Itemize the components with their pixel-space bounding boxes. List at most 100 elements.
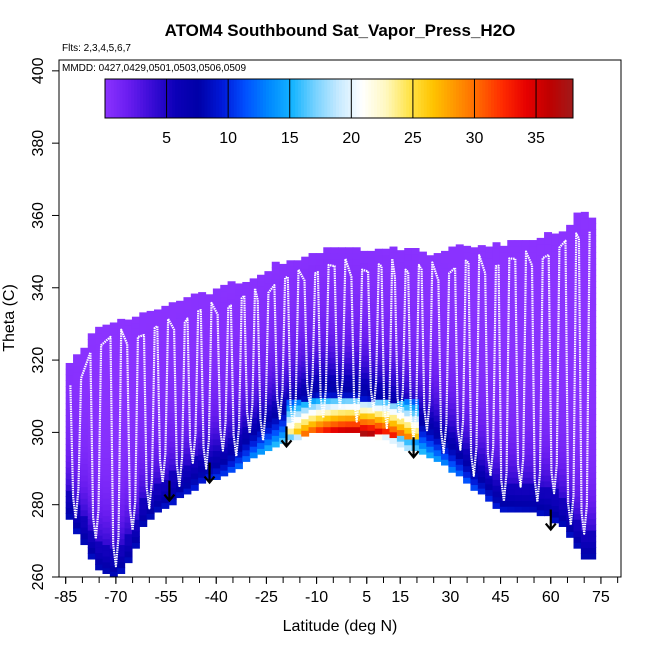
heatmap-cell [87, 339, 96, 346]
heatmap-cell [426, 446, 435, 453]
heatmap-cell [558, 445, 567, 452]
colorbar-segment [502, 79, 507, 118]
heatmap-cell [293, 358, 302, 366]
heatmap-cell [448, 287, 457, 294]
heatmap-cell [404, 415, 413, 423]
heatmap-cell [558, 451, 567, 458]
heatmap-cell [544, 422, 553, 430]
heatmap-cell [176, 433, 185, 441]
heatmap-cell [499, 471, 508, 478]
colorbar-segment [423, 79, 428, 118]
heatmap-cell [492, 450, 501, 457]
heatmap-cell [507, 454, 516, 461]
heatmap-cell [588, 275, 597, 282]
heatmap-cell [234, 451, 243, 458]
colorbar-segment [257, 79, 261, 118]
heatmap-cell [146, 316, 155, 324]
heatmap-cell [264, 421, 273, 428]
heatmap-cell [279, 298, 288, 305]
colorbar-segment [207, 79, 211, 118]
heatmap-cell [477, 482, 486, 489]
heatmap-cell [573, 339, 582, 347]
heatmap-cell [234, 295, 243, 302]
heatmap-cell [499, 402, 508, 409]
heatmap-cell [131, 524, 140, 532]
heatmap-cell [529, 245, 538, 253]
heatmap-cell [499, 251, 508, 258]
heatmap-cell [529, 465, 538, 473]
heatmap-cell [536, 278, 545, 285]
heatmap-cell [588, 541, 597, 548]
heatmap-cell [345, 287, 354, 295]
heatmap-cell [477, 436, 486, 443]
heatmap-cell [131, 328, 140, 335]
heatmap-cell [499, 378, 508, 386]
heatmap-cell [183, 482, 192, 489]
heatmap-cell [426, 359, 435, 366]
heatmap-cell [286, 323, 295, 331]
heatmap-cell [499, 390, 508, 397]
heatmap-cell [580, 258, 589, 265]
heatmap-cell [87, 379, 96, 386]
heatmap-cell [580, 437, 589, 444]
heatmap-cell [293, 416, 302, 423]
heatmap-cell [558, 404, 567, 412]
heatmap-cell [544, 324, 553, 332]
heatmap-cell [330, 247, 339, 254]
colorbar-segment [315, 79, 320, 118]
heatmap-cell [573, 362, 582, 370]
heatmap-cell [360, 407, 369, 414]
heatmap-cell [154, 471, 162, 478]
heatmap-cell [463, 274, 472, 282]
heatmap-cell [536, 365, 545, 372]
heatmap-cell [521, 407, 530, 415]
heatmap-cell [168, 342, 177, 350]
heatmap-cell [566, 479, 575, 486]
heatmap-cell [117, 440, 126, 447]
heatmap-cell [411, 352, 420, 359]
heatmap-cell [382, 364, 391, 371]
heatmap-cell [441, 407, 449, 414]
heatmap-cell [95, 373, 104, 380]
heatmap-cell [558, 277, 567, 285]
heatmap-cell [286, 433, 295, 441]
heatmap-cell [521, 477, 530, 484]
heatmap-cell [521, 338, 530, 345]
heatmap-cell [389, 414, 398, 421]
heatmap-cell [345, 374, 354, 381]
heatmap-cell [588, 425, 597, 433]
heatmap-cell [293, 335, 302, 342]
heatmap-cell [271, 423, 280, 431]
heatmap-cell [102, 324, 111, 332]
heatmap-cell [389, 333, 398, 340]
heatmap-cell [544, 469, 553, 476]
heatmap-cell [109, 559, 118, 567]
heatmap-cell [102, 417, 111, 424]
heatmap-cell [580, 431, 589, 439]
heatmap-cell [418, 338, 427, 345]
heatmap-cell [234, 341, 243, 348]
heatmap-cell [470, 310, 479, 318]
heatmap-cell [558, 237, 567, 244]
heatmap-cell [168, 487, 177, 494]
heatmap-cell [242, 293, 251, 300]
heatmap-cell [315, 409, 324, 416]
heatmap-cell [212, 415, 221, 423]
heatmap-cell [301, 418, 310, 426]
heatmap-cell [426, 394, 435, 401]
heatmap-cell [95, 425, 104, 432]
heatmap-cell [242, 305, 251, 312]
heatmap-cell [190, 403, 199, 410]
heatmap-cell [551, 412, 560, 420]
heatmap-cell [337, 334, 346, 341]
heatmap-cell [514, 326, 523, 334]
heatmap-cell [573, 455, 582, 462]
heatmap-cell [448, 449, 457, 456]
heatmap-cell [588, 437, 597, 444]
heatmap-cell [345, 310, 354, 318]
colorbar-segment [377, 79, 381, 118]
heatmap-cell [301, 256, 310, 264]
heatmap-cell [396, 290, 405, 298]
heatmap-cell [190, 386, 199, 393]
heatmap-cell [529, 402, 538, 409]
